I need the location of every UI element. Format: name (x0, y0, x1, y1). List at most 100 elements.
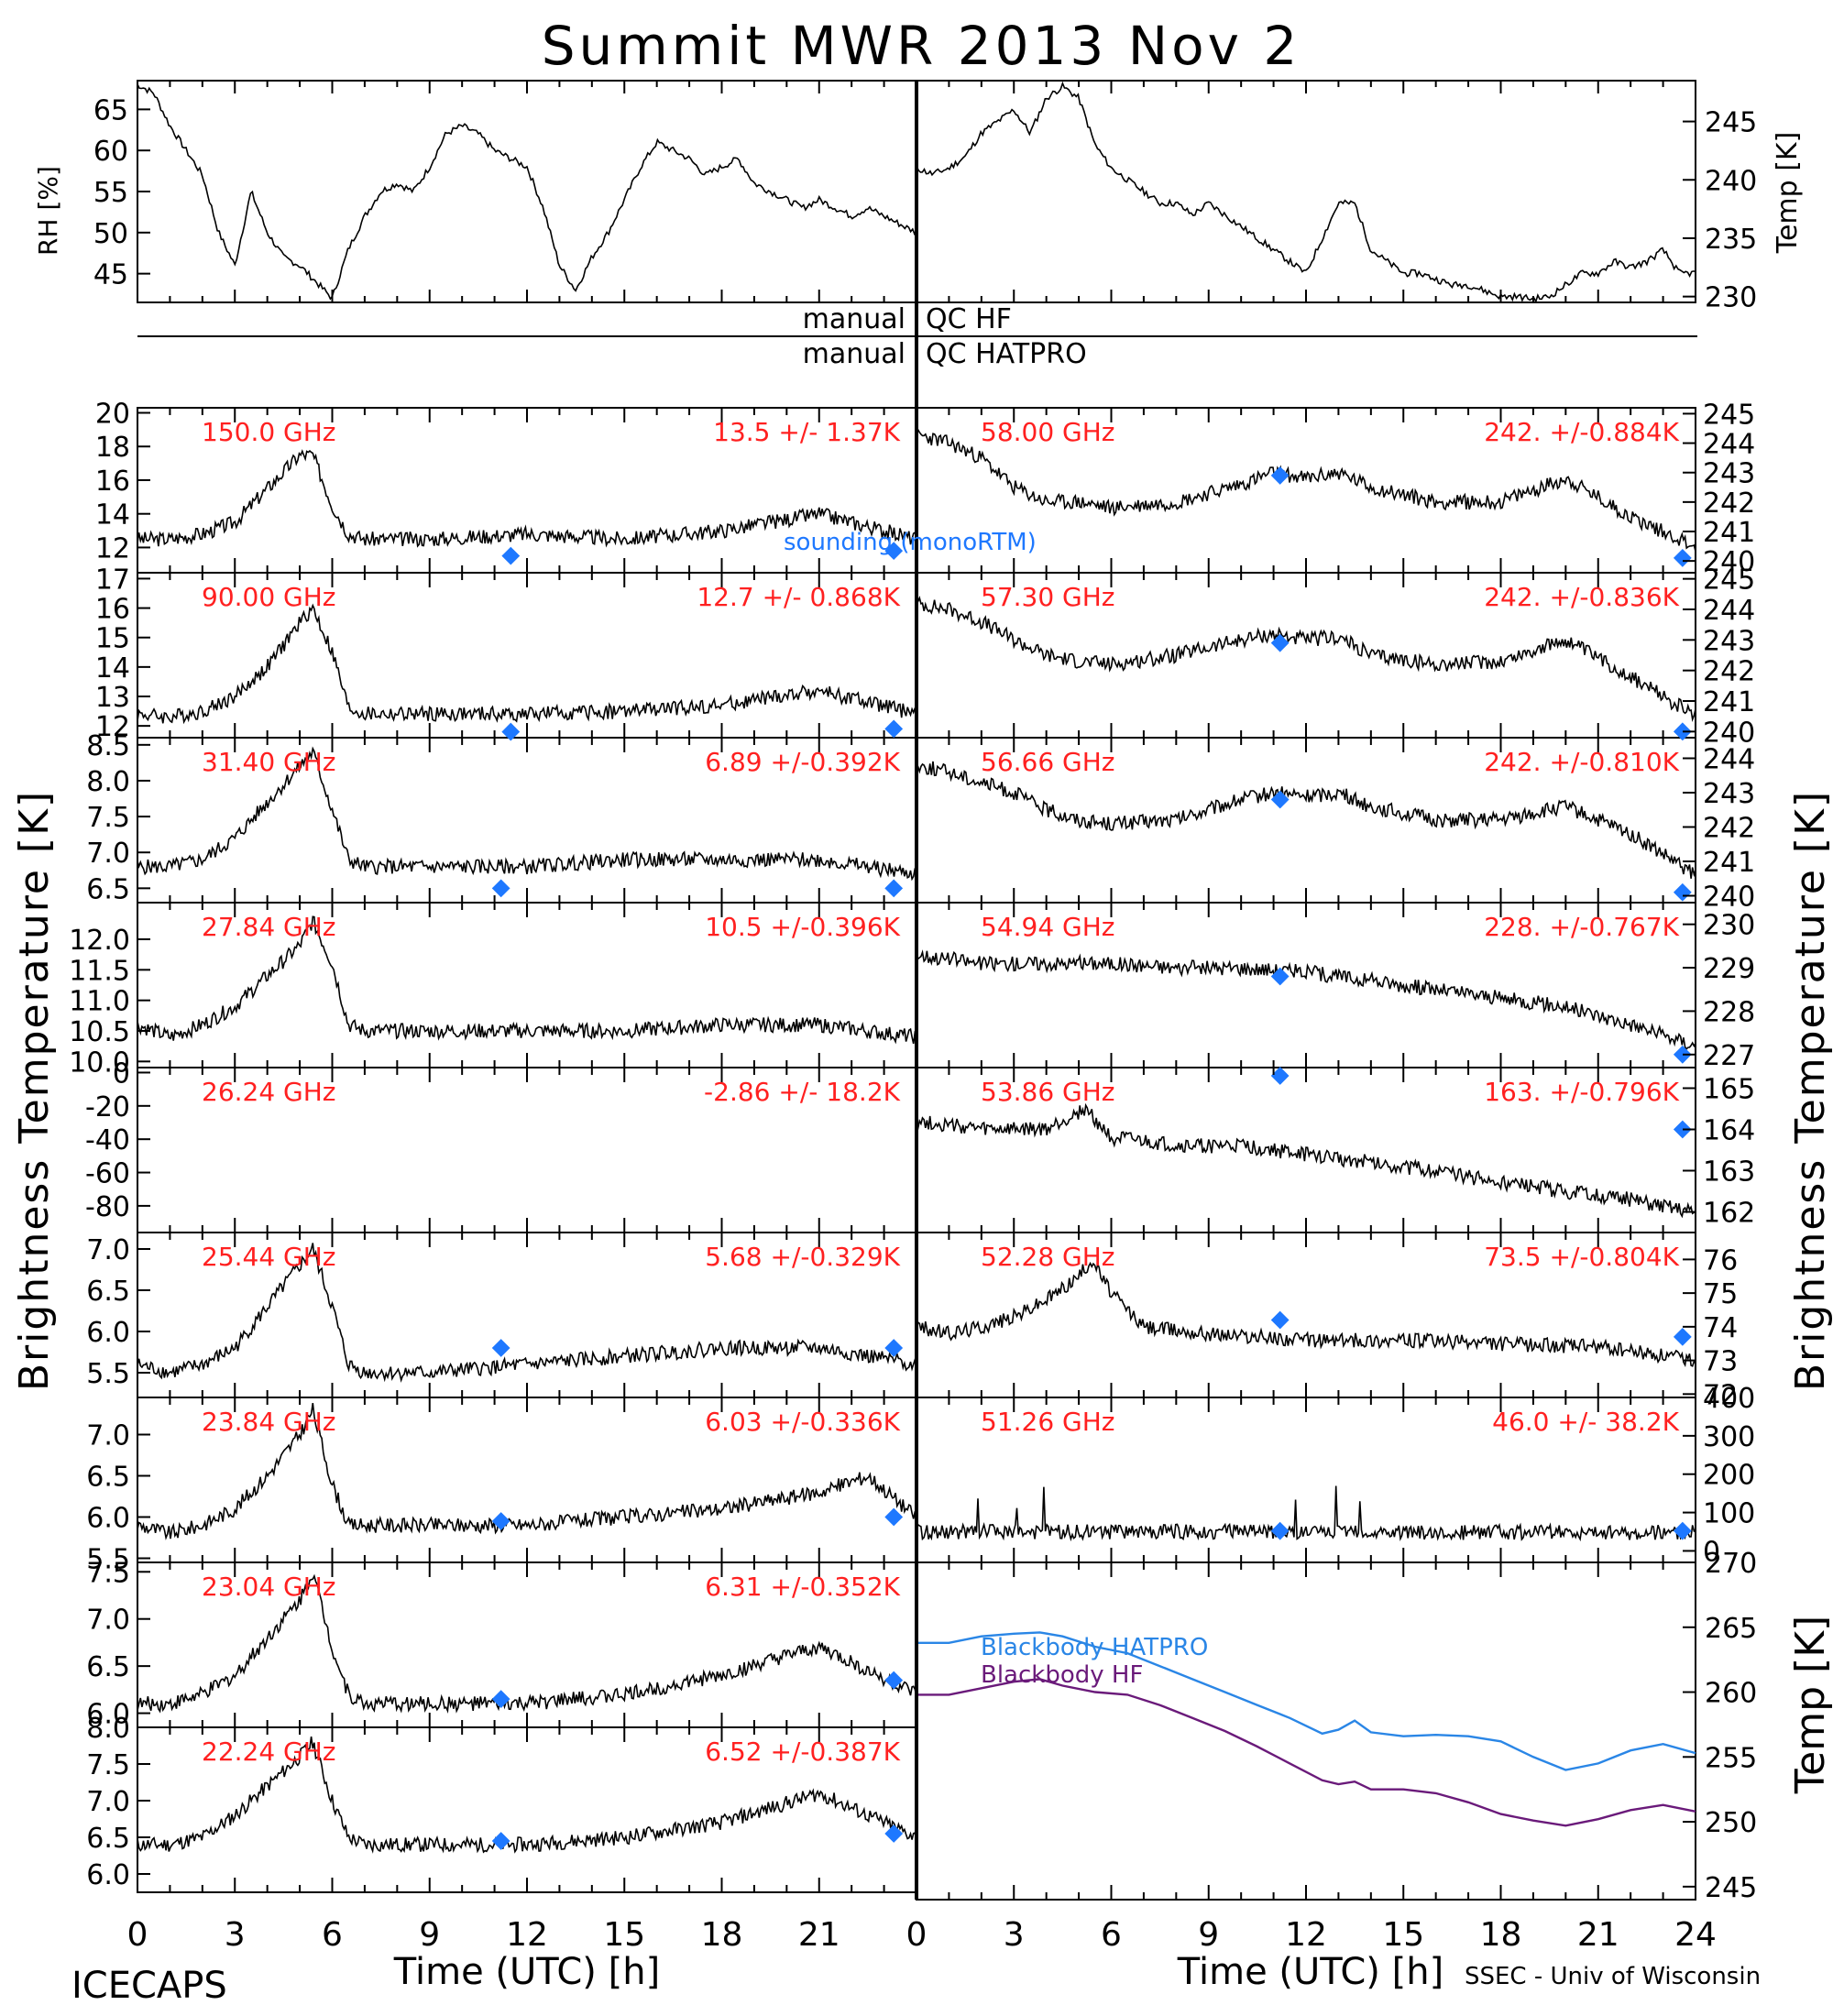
y-tick-label: 243 (1703, 778, 1755, 810)
y-tick-label: 8.5 (86, 730, 130, 762)
y-tick-label: 244 (1703, 744, 1755, 776)
qc-hatpro-label: QC HATPRO (926, 338, 1087, 370)
y-tick-label: 227 (1703, 1040, 1755, 1072)
channel-label-ch2304: 23.04 GHz (202, 1572, 336, 1602)
y-tick-label: 8.0 (86, 766, 130, 798)
channel-label-ch150: 150.0 GHz (202, 417, 336, 447)
y-tick-label: 8.0 (86, 1713, 130, 1745)
trace-ch2544 (137, 1243, 917, 1384)
x-tick-label: 24 (1674, 1916, 1717, 1954)
y-tick-label: 17 (95, 564, 130, 596)
y-tick-label: 242 (1703, 813, 1755, 845)
x-tick-label: 12 (1285, 1916, 1327, 1954)
y-tick-label: 12 (95, 532, 130, 564)
trace-ch5386 (916, 1102, 1696, 1219)
y-tick-label: 165 (1703, 1074, 1755, 1106)
y-tick-label: 20 (95, 399, 130, 431)
y-tick-label: 243 (1703, 625, 1755, 657)
y-tick-label: 6.0 (86, 1317, 130, 1349)
y-tick-label: 6.0 (86, 1699, 130, 1731)
x-tick-label: 6 (322, 1916, 343, 1954)
y-tick-label: 0 (113, 1057, 130, 1090)
y-tick-label: 6.0 (86, 1859, 130, 1891)
x-tick-label: 0 (906, 1916, 927, 1954)
y-tick-label: 255 (1705, 1742, 1757, 1774)
stat-label-ch2544: 5.68 +/-0.329K (705, 1242, 900, 1272)
y-tick-label: 12.0 (69, 925, 130, 957)
y-tick-label: 50 (93, 218, 128, 250)
y-tick-label: 242 (1703, 656, 1755, 688)
y-tick-label: 16 (95, 466, 130, 498)
y-tick-label: 7.5 (86, 1749, 130, 1781)
y-tick-label: 7.5 (86, 1557, 130, 1589)
trace-ch5494 (916, 949, 1696, 1050)
sounding-marker (1673, 882, 1692, 902)
channel-label-ch5126: 51.26 GHz (981, 1407, 1115, 1437)
sounding-marker (1270, 967, 1290, 986)
stat-label-ch5126: 46.0 +/- 38.2K (1492, 1407, 1679, 1437)
sounding-marker (884, 542, 904, 561)
trace-ch150 (137, 449, 917, 548)
y-tick-label: 65 (93, 94, 128, 126)
stat-label-ch5228: 73.5 +/-0.804K (1484, 1242, 1679, 1272)
sounding-marker (884, 1507, 904, 1527)
tb-right-axis-label: Brightness Temperature [K] (1787, 790, 1833, 1391)
y-tick-label: 7.0 (86, 1420, 130, 1452)
y-tick-label: -40 (85, 1124, 130, 1156)
trace-ch2304 (137, 1573, 917, 1714)
sounding-marker (1673, 1521, 1692, 1540)
stat-label-ch5386: 163. +/-0.796K (1484, 1077, 1679, 1107)
y-tick-label: 265 (1705, 1613, 1757, 1645)
chart-title: Summit MWR 2013 Nov 2 (542, 15, 1301, 77)
trace-temp (916, 81, 1696, 304)
tb-left-axis-label: Brightness Temperature [K] (11, 790, 58, 1391)
channel-label-ch2224: 22.24 GHz (202, 1737, 336, 1767)
x-tick-label: 21 (798, 1916, 840, 1954)
stat-label-ch2304: 6.31 +/-0.352K (705, 1572, 900, 1602)
y-tick-label: 6.5 (86, 1651, 130, 1683)
y-tick-label: 200 (1703, 1460, 1755, 1492)
stat-label-ch5730: 242. +/-0.836K (1484, 582, 1679, 612)
y-tick-label: 6.5 (86, 873, 130, 905)
sounding-marker (1673, 1327, 1692, 1346)
trace-ch5800 (916, 427, 1696, 552)
stat-label-ch5800: 242. +/-0.884K (1484, 417, 1679, 447)
y-tick-label: 16 (95, 594, 130, 626)
y-tick-label: 6.5 (86, 1276, 130, 1308)
sounding-marker (1673, 549, 1692, 567)
x-tick-label: 3 (1004, 1916, 1025, 1954)
sounding-marker (501, 722, 521, 741)
channel-label-ch3140: 31.40 GHz (202, 747, 336, 777)
y-tick-label: 242 (1703, 488, 1755, 520)
x-tick-label: 18 (1480, 1916, 1522, 1954)
legend-bb-hf: Blackbody HF (981, 1661, 1143, 1689)
y-tick-label: 10.5 (69, 1016, 130, 1048)
panel-frame-rh (137, 80, 917, 303)
x-tick-label: 9 (1198, 1916, 1219, 1954)
y-tick-label: 55 (93, 177, 128, 209)
x-tick-label: 12 (506, 1916, 548, 1954)
x-tick-label: 15 (1382, 1916, 1424, 1954)
y-tick-label: 245 (1705, 107, 1757, 139)
trace-ch90 (137, 603, 917, 725)
y-tick-label: 241 (1703, 517, 1755, 549)
sounding-marker (1673, 1045, 1692, 1064)
y-tick-label: 244 (1703, 595, 1755, 627)
y-tick-label: 240 (1705, 165, 1757, 197)
y-tick-label: 14 (95, 499, 130, 531)
x-tick-label: 0 (127, 1916, 148, 1954)
y-tick-label: -20 (85, 1091, 130, 1123)
y-tick-label: 60 (93, 136, 128, 168)
y-tick-label: 11.0 (69, 986, 130, 1018)
y-tick-label: 76 (1703, 1244, 1738, 1276)
stat-label-ch90: 12.7 +/- 0.868K (697, 582, 900, 612)
y-tick-label: 250 (1705, 1807, 1757, 1839)
series-line-bb-hatpro (916, 1631, 1696, 1771)
y-tick-label: 11.5 (69, 955, 130, 987)
channel-label-ch5666: 56.66 GHz (981, 747, 1115, 777)
qc-hf-prefix: manual (803, 303, 906, 335)
sounding-marker (1673, 722, 1692, 741)
sounding-marker (884, 1824, 904, 1843)
y-tick-label: 240 (1703, 717, 1755, 749)
